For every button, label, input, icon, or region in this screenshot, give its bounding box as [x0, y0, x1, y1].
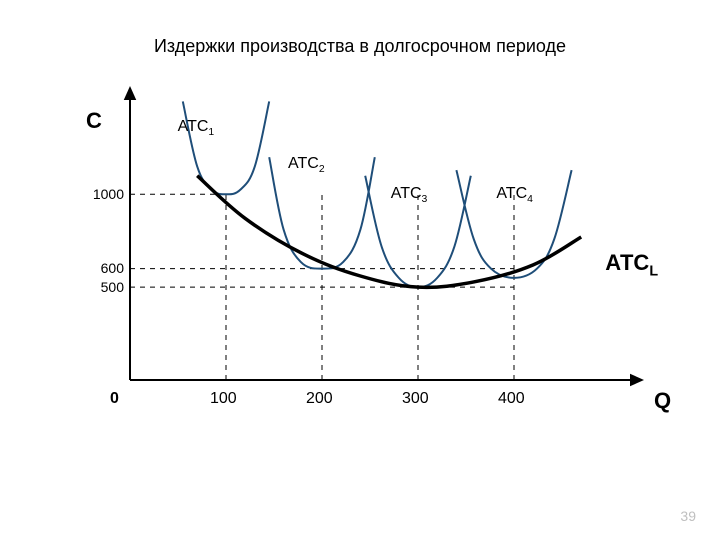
y-axis-label: C — [86, 108, 102, 134]
sr-curve-label-4: ATC4 — [496, 185, 533, 205]
ytick-label: 600 — [82, 260, 124, 276]
xtick-label: 100 — [210, 390, 237, 408]
lr-curve-label: АТСL — [605, 250, 658, 279]
sr-curve-label-1: ATC1 — [178, 118, 215, 138]
chart-svg — [130, 120, 610, 380]
origin-label: 0 — [110, 390, 119, 408]
slide-title: Издержки производства в долгосрочном пер… — [0, 36, 720, 57]
xtick-label: 400 — [498, 390, 525, 408]
xtick-label: 300 — [402, 390, 429, 408]
sr-curve-label-3: ATC3 — [391, 185, 428, 205]
sr-curve-label-2: ATC2 — [288, 155, 325, 175]
sr-curve-1 — [183, 101, 269, 194]
chart-container: 10006005001002003004000CQATC1ATC2ATC3ATC… — [130, 120, 610, 380]
x-axis-label: Q — [654, 388, 671, 414]
ytick-label: 500 — [82, 279, 124, 295]
xtick-label: 200 — [306, 390, 333, 408]
page-number: 39 — [680, 508, 696, 524]
ytick-label: 1000 — [82, 186, 124, 202]
